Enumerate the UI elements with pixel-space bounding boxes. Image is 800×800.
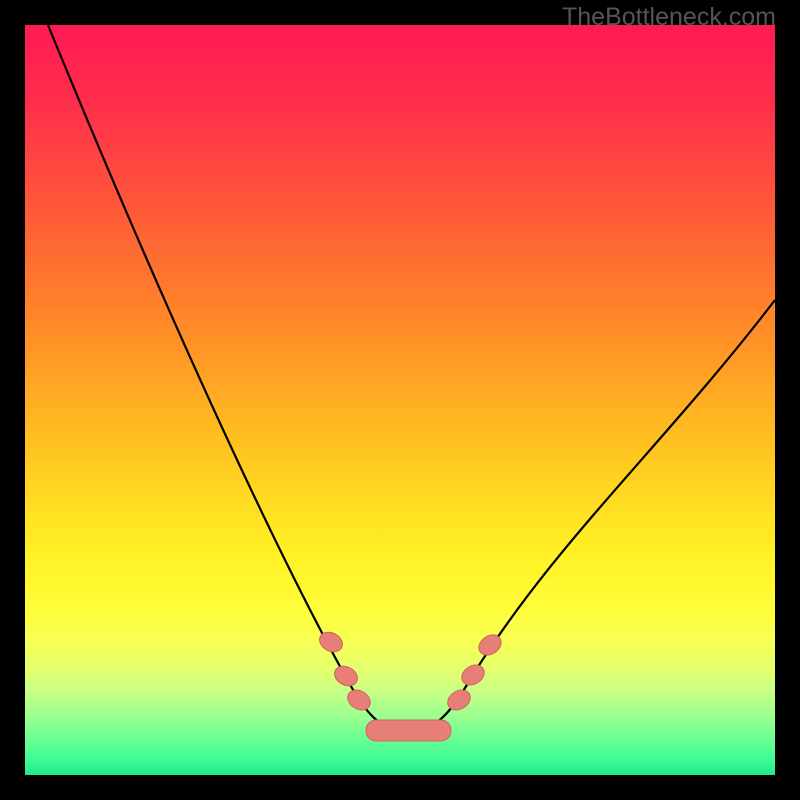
watermark: TheBottleneck.com	[562, 3, 776, 31]
optimal-zone-band	[366, 720, 451, 741]
bottleneck-chart: TheBottleneck.com	[0, 0, 800, 800]
plot-area	[25, 25, 775, 775]
